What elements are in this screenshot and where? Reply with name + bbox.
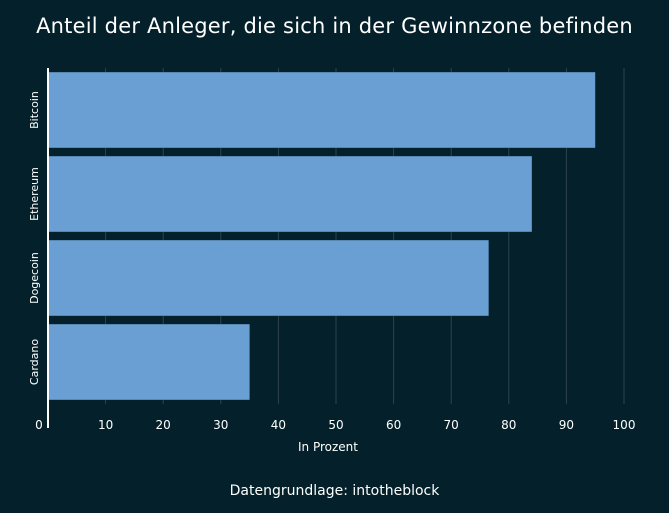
bar-dogecoin [48, 240, 489, 316]
category-label: Cardano [28, 339, 41, 385]
x-tick-label: 50 [328, 418, 343, 432]
source-note: Datengrundlage: intotheblock [229, 483, 440, 499]
bar-ethereum [48, 156, 532, 232]
x-tick-label: 20 [156, 418, 171, 432]
x-tick-label: 0 [35, 418, 43, 432]
x-tick-label: 60 [386, 418, 401, 432]
bar-cardano [48, 324, 250, 400]
category-label: Ethereum [28, 167, 41, 221]
x-tick-labels: 0 10 20 30 40 50 60 70 80 90 100 [35, 418, 635, 432]
x-tick-label: 30 [213, 418, 228, 432]
chart-title: Anteil der Anleger, die sich in der Gewi… [36, 14, 633, 38]
bar-bitcoin [48, 72, 596, 148]
category-label: Bitcoin [28, 91, 41, 129]
bars [48, 72, 596, 400]
x-tick-label: 80 [501, 418, 516, 432]
x-axis-title: In Prozent [298, 440, 358, 454]
x-tick-label: 90 [559, 418, 574, 432]
category-labels: Bitcoin Ethereum Dogecoin Cardano [28, 91, 41, 385]
category-label: Dogecoin [28, 252, 41, 304]
x-tick-label: 40 [271, 418, 286, 432]
x-tick-label: 100 [613, 418, 636, 432]
x-tick-label: 10 [98, 418, 113, 432]
x-tick-label: 70 [444, 418, 459, 432]
